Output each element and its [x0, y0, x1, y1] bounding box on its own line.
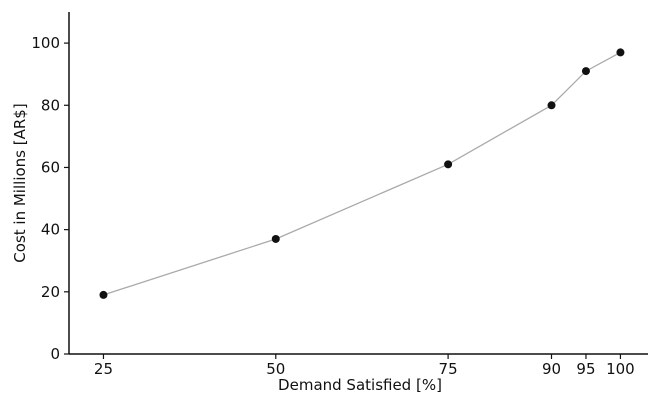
y-tick-label: 40: [41, 221, 60, 239]
data-point: [444, 160, 453, 169]
y-tick-label: 80: [41, 96, 60, 114]
y-ticks: 0 20 40 60 80 100: [31, 34, 69, 363]
x-tick-label: 50: [266, 360, 285, 378]
series-line: [103, 51, 621, 296]
y-axis-label: Cost in Millions [AR$]: [11, 103, 29, 262]
data-point: [547, 101, 556, 110]
data-point: [616, 48, 625, 57]
y-tick-label: 100: [31, 34, 60, 52]
x-tick-label: 95: [576, 360, 595, 378]
data-point: [99, 290, 108, 299]
y-tick-label: 20: [41, 283, 60, 301]
plot-area: [99, 48, 625, 299]
x-tick-label: 90: [542, 360, 561, 378]
x-tick-label: 75: [439, 360, 458, 378]
y-tick-label: 0: [50, 345, 60, 363]
axes: [68, 12, 648, 355]
data-point: [271, 234, 280, 243]
x-ticks: 25 50 75 90 95 100: [94, 354, 635, 378]
data-point: [581, 67, 590, 76]
x-tick-label: 100: [606, 360, 635, 378]
x-tick-label: 25: [94, 360, 113, 378]
y-tick-label: 60: [41, 158, 60, 176]
x-axis-label: Demand Satisfied [%]: [278, 376, 442, 394]
